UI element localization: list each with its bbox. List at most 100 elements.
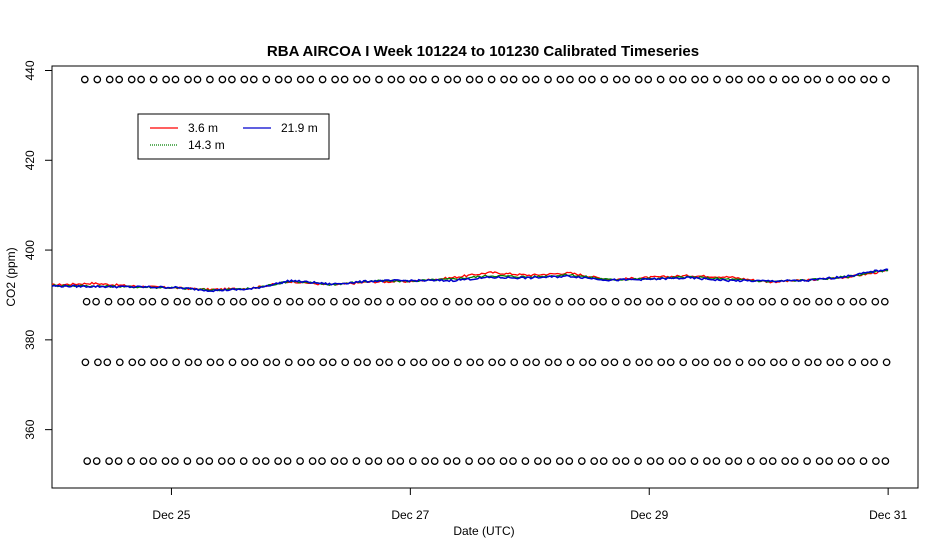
calibration-point bbox=[477, 457, 486, 465]
legend: 3.6 m 21.9 m 14.3 m bbox=[137, 113, 330, 160]
calibration-point bbox=[487, 75, 496, 84]
calibration-point bbox=[499, 297, 507, 306]
legend-label-14-3m: 14.3 m bbox=[188, 138, 225, 152]
calibration-point bbox=[702, 297, 711, 306]
calibration-point bbox=[466, 358, 475, 367]
calibration-point bbox=[758, 297, 767, 306]
x-tick-label: Dec 25 bbox=[152, 508, 190, 522]
calibration-point bbox=[657, 358, 666, 367]
calibration-point bbox=[600, 75, 609, 84]
calibration-point bbox=[554, 358, 562, 367]
calibration-point bbox=[531, 75, 540, 84]
calibration-point bbox=[477, 297, 485, 306]
calibration-point bbox=[634, 75, 643, 84]
calibration-point bbox=[813, 75, 822, 84]
series-line-21-9-m bbox=[51, 268, 889, 293]
calibration-point bbox=[748, 358, 756, 367]
calibration-point bbox=[453, 75, 462, 84]
calibration-point bbox=[882, 75, 890, 84]
calibration-point bbox=[577, 297, 586, 306]
calibration-point bbox=[646, 457, 655, 465]
calibration-point bbox=[330, 457, 339, 465]
calibration-point bbox=[262, 75, 271, 84]
calibration-point bbox=[824, 297, 833, 306]
calibration-point bbox=[588, 358, 597, 367]
calibration-point bbox=[735, 75, 743, 84]
calibration-point bbox=[497, 358, 506, 367]
calibration-point bbox=[206, 75, 214, 84]
calibration-point bbox=[781, 457, 790, 465]
y-tick-label: 440 bbox=[23, 60, 37, 80]
calibration-point bbox=[216, 358, 224, 367]
calibration-point bbox=[261, 297, 269, 306]
calibration-point bbox=[386, 457, 395, 465]
calibration-point bbox=[678, 457, 686, 465]
calibration-point bbox=[283, 457, 292, 465]
calibration-point bbox=[837, 457, 846, 465]
calibration-point bbox=[240, 75, 249, 84]
calibration-point bbox=[837, 297, 845, 306]
calibration-point bbox=[217, 457, 226, 465]
calibration-point bbox=[488, 358, 497, 367]
x-axis: Dec 25 Dec 27 Dec 29 Dec 31 bbox=[152, 488, 907, 522]
calibration-point bbox=[555, 457, 564, 465]
calibration-point bbox=[148, 297, 157, 306]
calibration-point bbox=[769, 75, 778, 84]
calibration-point bbox=[510, 358, 519, 367]
calibration-point bbox=[646, 297, 654, 306]
calibration-point bbox=[341, 358, 350, 367]
calibration-point bbox=[250, 358, 259, 367]
calibration-point bbox=[453, 358, 462, 367]
calibration-point bbox=[500, 75, 508, 84]
calibration-point bbox=[792, 358, 800, 367]
calibration-point bbox=[567, 297, 576, 306]
calibration-point bbox=[92, 457, 101, 465]
calibration-point bbox=[555, 297, 564, 306]
calibration-point bbox=[622, 75, 631, 84]
calibration-point bbox=[397, 358, 406, 367]
calibration-point bbox=[228, 75, 236, 84]
calibration-point bbox=[94, 358, 102, 367]
calibration-point bbox=[804, 358, 813, 367]
y-tick-label: 360 bbox=[23, 419, 37, 439]
calibration-point bbox=[859, 457, 868, 465]
calibration-point bbox=[847, 457, 855, 465]
calibration-point bbox=[534, 457, 542, 465]
calibration-point bbox=[274, 457, 282, 465]
calibration-point bbox=[624, 297, 632, 306]
x-axis-label: Date (UTC) bbox=[453, 524, 514, 538]
calibration-point bbox=[668, 457, 677, 465]
calibration-point bbox=[487, 457, 495, 465]
calibration-point bbox=[194, 358, 202, 367]
calibration-point bbox=[599, 297, 607, 306]
calibration-point bbox=[171, 75, 180, 84]
calibration-point bbox=[330, 297, 338, 306]
calibration-point bbox=[790, 457, 799, 465]
calibration-point bbox=[306, 75, 315, 84]
calibration-point bbox=[578, 75, 587, 84]
calibration-point bbox=[317, 297, 326, 306]
calibration-point bbox=[610, 358, 619, 367]
calibration-point bbox=[452, 457, 461, 465]
calibration-point bbox=[263, 358, 271, 367]
calibration-point bbox=[711, 297, 720, 306]
calibration-point bbox=[104, 297, 113, 306]
x-tick-label: Dec 27 bbox=[391, 508, 429, 522]
calibration-point bbox=[117, 297, 125, 306]
calibration-point bbox=[779, 358, 788, 367]
calibration-point bbox=[308, 457, 317, 465]
calibration-point bbox=[297, 358, 306, 367]
calibration-point bbox=[83, 457, 92, 465]
y-tick-label: 380 bbox=[23, 330, 37, 350]
calibration-point bbox=[387, 75, 396, 84]
calibration-point bbox=[802, 297, 811, 306]
calibration-point bbox=[115, 358, 124, 367]
calibration-point bbox=[127, 75, 136, 84]
legend-label-21-9m: 21.9 m bbox=[281, 121, 318, 135]
calibration-point bbox=[420, 297, 429, 306]
calibration-point bbox=[882, 358, 891, 367]
calibration-point bbox=[331, 75, 339, 84]
calibration-point bbox=[825, 75, 834, 84]
calibration-point bbox=[375, 358, 384, 367]
calibration-point bbox=[768, 297, 776, 306]
